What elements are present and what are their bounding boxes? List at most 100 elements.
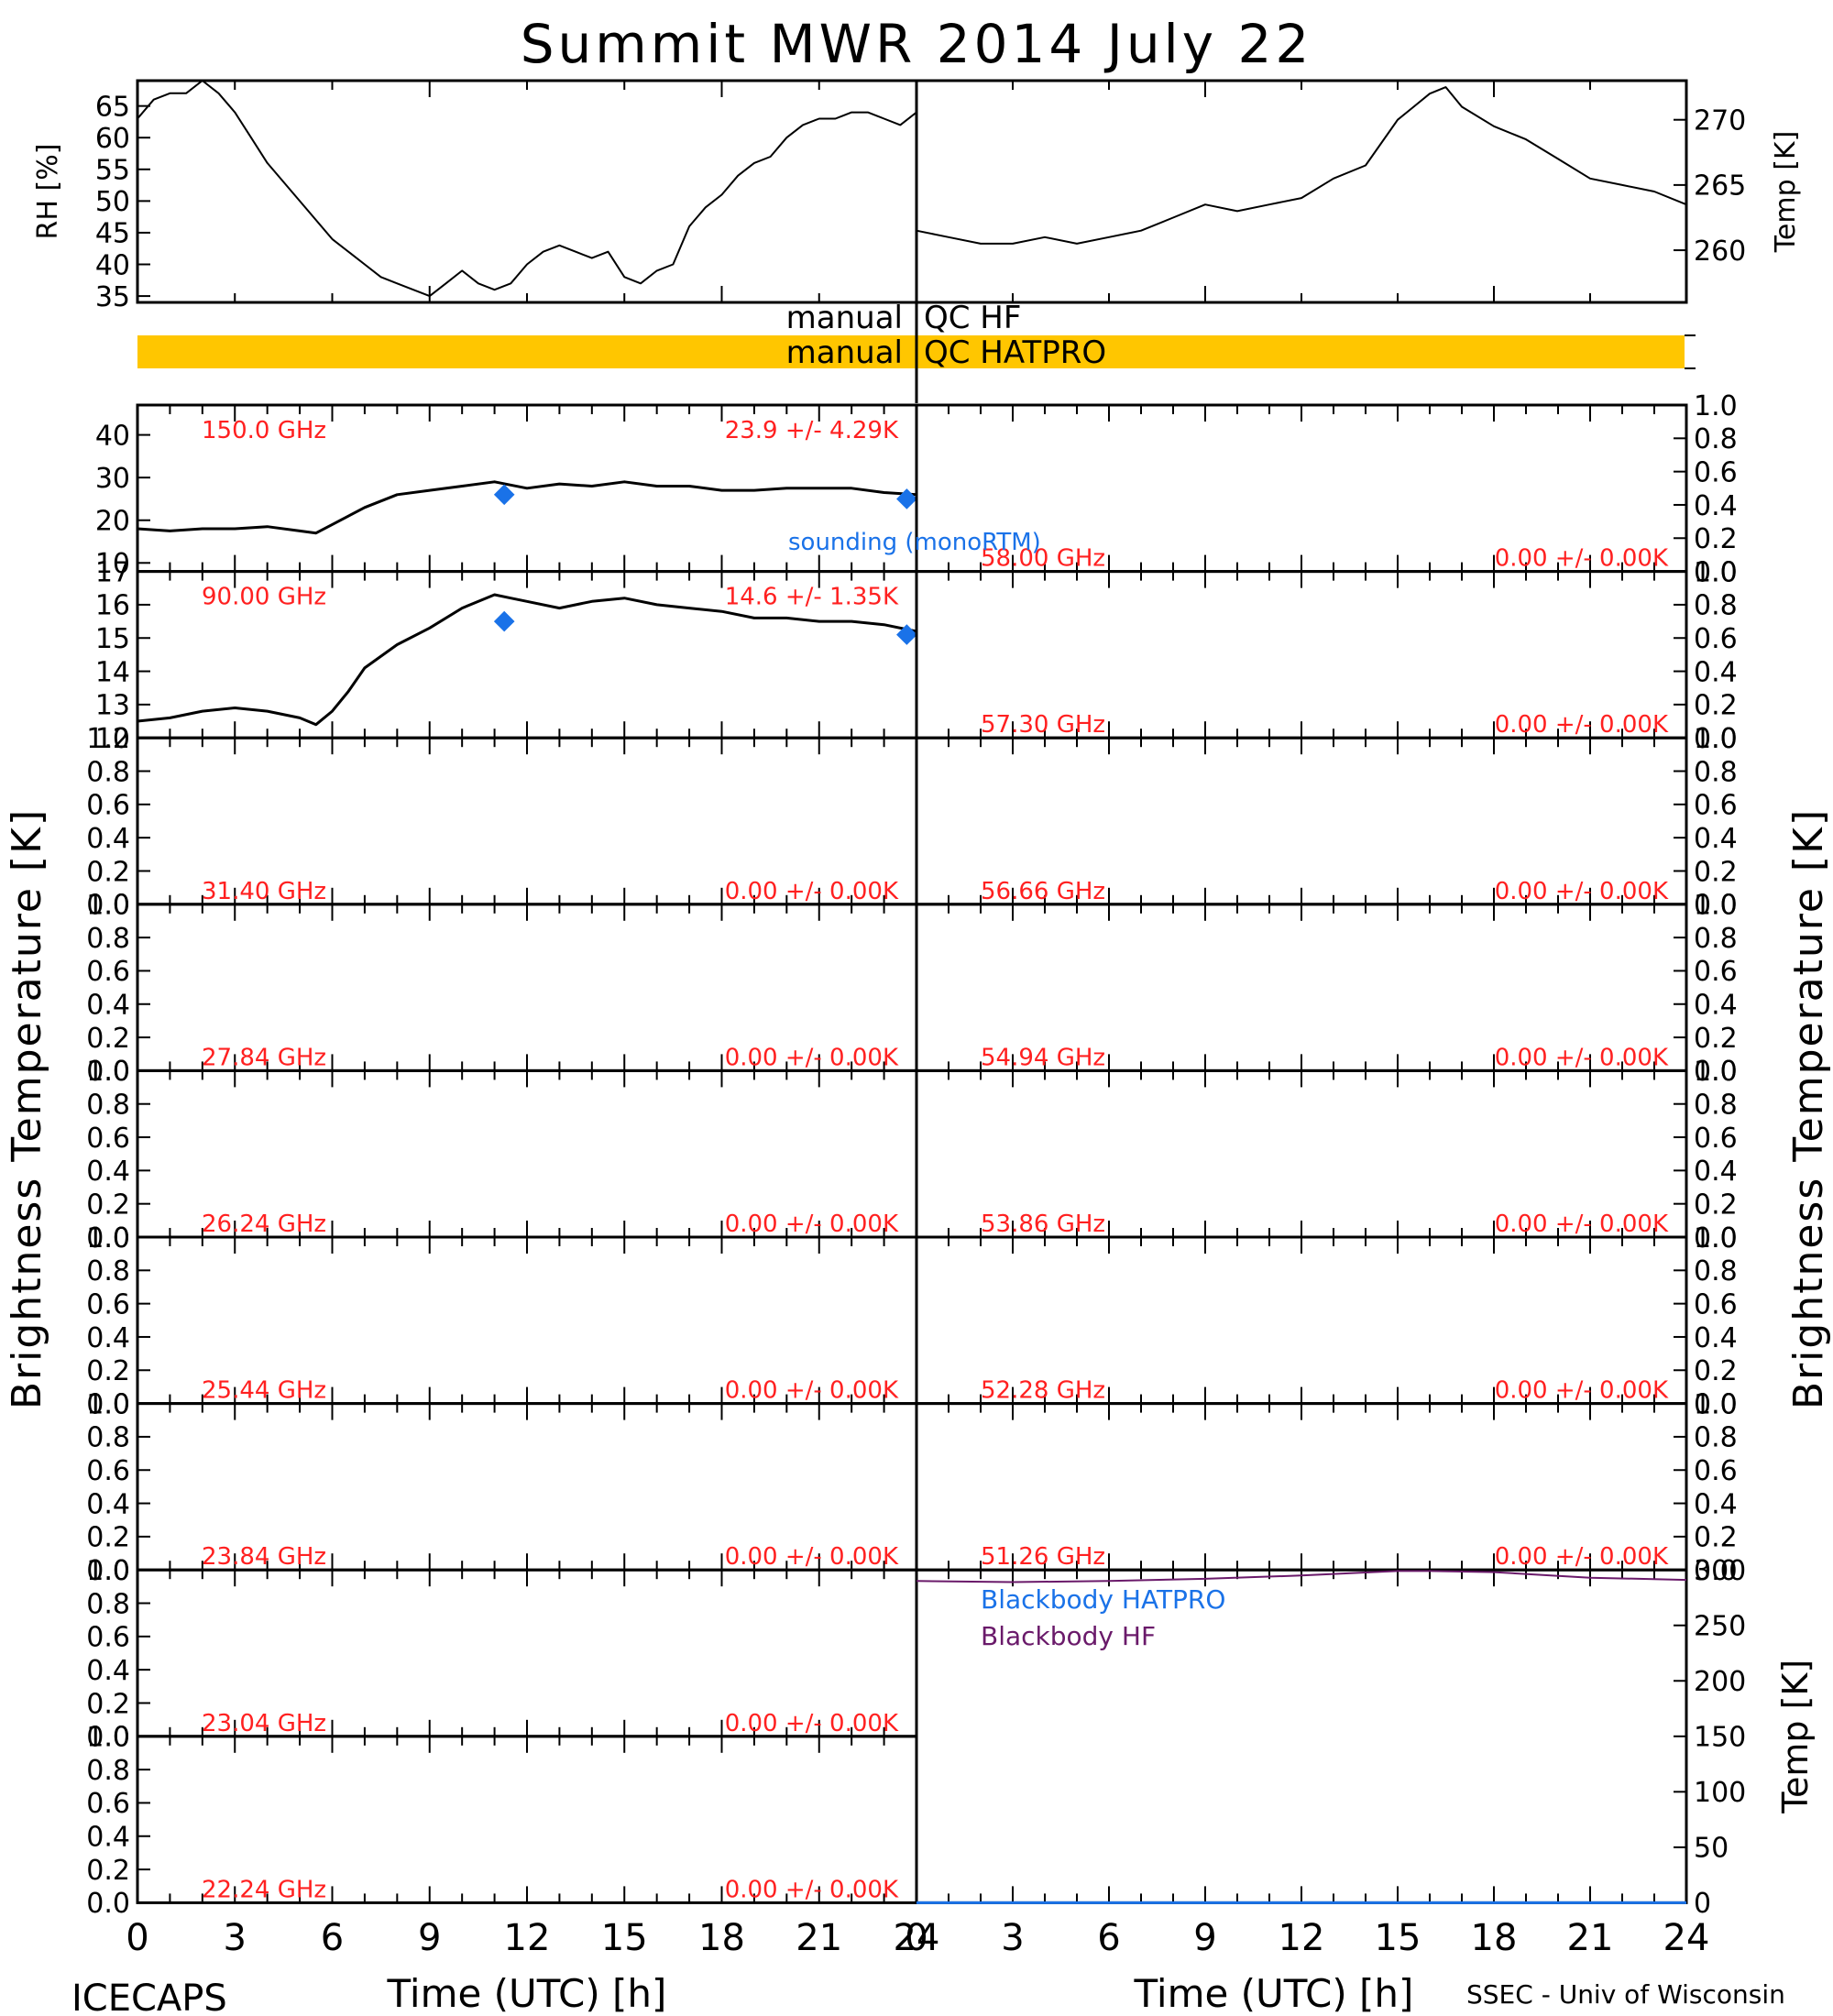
blackbody-ytick-label: 100 [1694,1777,1746,1809]
tb-25-freq-label: 25.44 GHz [202,1377,326,1405]
tb-22-freq-label: 22.24 GHz [202,1876,326,1903]
tb-53-ytick-label: 0.6 [1694,1123,1738,1155]
tb-52-ytick-label: 0.6 [1694,1288,1738,1320]
xtick-label-right: 3 [1001,1917,1024,1959]
tb-57-ytick-label: 0.2 [1694,690,1738,722]
tb-25-ytick-label: 0.6 [86,1288,130,1320]
tb-52-ytick-label: 1.0 [1694,1222,1738,1255]
blackbody-ytick-label: 200 [1694,1666,1746,1698]
qc-hf-left-label: manual [786,300,903,336]
tb-26-ytick-label: 1.0 [86,1056,130,1088]
tb-52-ytick-label: 0.2 [1694,1355,1738,1387]
xtick-label-right: 15 [1375,1917,1421,1959]
qc-hatpro-right-label: QC HATPRO [924,334,1106,371]
xaxis-label-left: Time (UTC) [h] [387,1971,667,2016]
tb-52-stats-label: 0.00 +/- 0.00K [1495,1377,1669,1405]
tb-51-ytick-label: 0.4 [1694,1488,1738,1520]
tb-31-ytick-label: 0.2 [86,856,130,888]
tb-57-stats-label: 0.00 +/- 0.00K [1495,711,1669,739]
tb-150-ytick-label: 20 [95,506,130,538]
tb-25-ytick-label: 0.2 [86,1355,130,1387]
rh-ytick-label: 45 [95,218,130,250]
xtick-label-left: 24 [894,1917,940,1959]
tb-23a-ytick-label: 0.8 [86,1422,130,1454]
tb-23a-freq-label: 23.84 GHz [202,1543,326,1571]
tb-25-ytick-label: 1.0 [86,1222,130,1255]
tb-27-ytick-label: 1.0 [86,890,130,922]
tb-22-ytick-label: 1.0 [86,1722,130,1754]
blackbody-axis-label: Temp [K] [1775,1660,1816,1814]
blackbody-ytick-label: 0 [1694,1888,1711,1920]
tb-57-freq-label: 57.30 GHz [981,711,1105,739]
tb-23b-ytick-label: 0.8 [86,1588,130,1620]
tb-23b-ytick-label: 1.0 [86,1555,130,1587]
tb-23a-stats-label: 0.00 +/- 0.00K [725,1543,899,1571]
tb-58-ytick-label: 0.0 [1694,556,1738,588]
tb-150-freq-label: 150.0 GHz [202,417,326,444]
tb-150-sounding-point [493,484,515,506]
tb-54-stats-label: 0.00 +/- 0.00K [1495,1044,1669,1071]
xtick-label-left: 21 [796,1917,842,1959]
rh-ytick-label: 65 [95,91,130,123]
tb-23a-ytick-label: 0.2 [86,1522,130,1554]
tb-25-ytick-label: 0.0 [86,1388,130,1420]
tb-26-ytick-label: 0.6 [86,1123,130,1155]
tb-26-ytick-label: 0.2 [86,1189,130,1221]
temp-ytick-label: 265 [1694,170,1746,203]
tb-31-freq-label: 31.40 GHz [202,878,326,905]
tb-31-ytick-label: 0.4 [86,823,130,855]
tb-54-ytick-label: 1.0 [1694,890,1738,922]
tb-23a-ytick-label: 0.6 [86,1455,130,1487]
xtick-label-right: 12 [1279,1917,1325,1959]
xtick-label-left: 18 [698,1917,745,1959]
yaxis-right-label: Brightness Temperature [K] [1785,808,1832,1409]
tb-31-ytick-label: 0.6 [86,790,130,822]
tb-56-ytick-label: 0.4 [1694,823,1738,855]
temp-axis-label: Temp [K] [1770,131,1802,254]
xtick-label-right: 9 [1193,1917,1216,1959]
xaxis-label-right: Time (UTC) [h] [1134,1971,1414,2016]
tb-23a-ytick-label: 1.0 [86,1388,130,1420]
tb-58-ytick-label: 1.0 [1694,390,1738,422]
blackbody-hf-line [916,1570,1687,1583]
tb-53-stats-label: 0.00 +/- 0.00K [1495,1211,1669,1238]
tb-51-ytick-label: 0.8 [1694,1422,1738,1454]
tb-51-freq-label: 51.26 GHz [981,1543,1105,1571]
tb-56-ytick-label: 0.8 [1694,756,1738,788]
temp-ytick-label: 260 [1694,236,1746,268]
tb-90-sounding-point [896,624,917,645]
legend-blackbody-hatpro: Blackbody HATPRO [981,1584,1225,1615]
tb-54-ytick-label: 0.4 [1694,990,1738,1022]
tb-90-ytick-label: 17 [95,556,130,588]
tb-56-stats-label: 0.00 +/- 0.00K [1495,878,1669,905]
tb-51-ytick-label: 0.0 [1694,1555,1738,1587]
rh-panel-frame [136,79,918,304]
tb-56-ytick-label: 0.2 [1694,856,1738,888]
tb-58-freq-label: 58.00 GHz [981,545,1105,573]
tb-54-ytick-label: 0.8 [1694,923,1738,955]
tb-51-ytick-label: 0.2 [1694,1522,1738,1554]
rh-axis-label: RH [%] [32,144,64,240]
temp-panel-frame [915,79,1688,304]
tb-52-ytick-label: 0.4 [1694,1322,1738,1354]
tb-25-ytick-label: 0.4 [86,1322,130,1354]
tb-51-ytick-label: 0.6 [1694,1455,1738,1487]
tb-22-ytick-label: 0.0 [86,1888,130,1920]
tb-26-ytick-label: 0.0 [86,1222,130,1255]
tb-150-ytick-label: 40 [95,420,130,452]
tb-51-stats-label: 0.00 +/- 0.00K [1495,1543,1669,1571]
qc-hatpro-bar [137,335,1685,368]
tb-54-freq-label: 54.94 GHz [981,1044,1105,1071]
tb-26-ytick-label: 0.4 [86,1156,130,1188]
tb-90-ytick-label: 12 [95,723,130,755]
tb-52-freq-label: 52.28 GHz [981,1377,1105,1405]
tb-56-freq-label: 56.66 GHz [981,878,1105,905]
tb-52-ytick-label: 0.8 [1694,1255,1738,1287]
tb-25-ytick-label: 0.8 [86,1255,130,1287]
tb-57-ytick-label: 0.6 [1694,623,1738,655]
tb-53-ytick-label: 0.2 [1694,1189,1738,1221]
tb-26-freq-label: 26.24 GHz [202,1211,326,1238]
blackbody-ytick-label: 300 [1694,1555,1746,1587]
tb-22-ytick-label: 0.2 [86,1855,130,1887]
tb-90-freq-label: 90.00 GHz [202,584,326,611]
